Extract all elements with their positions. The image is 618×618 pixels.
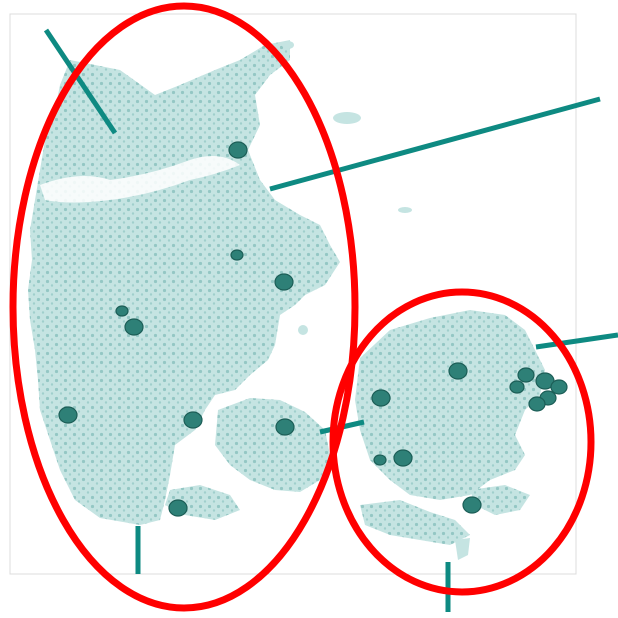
highlight-ellipses [9,2,595,612]
city-marker-5 [183,411,203,429]
city-marker-18 [230,249,244,261]
annotation-line-zealand-right [535,332,618,350]
city-marker-20 [373,454,387,466]
city-marker-11 [462,496,482,514]
city-marker-14 [550,379,568,395]
city-marker-7 [168,499,188,517]
annotation-line-northwest [43,28,118,135]
city-markers [58,141,568,517]
highlight-ellipse-zealand [329,288,595,596]
city-marker-16 [528,396,546,412]
city-marker-4 [58,406,78,424]
city-marker-19 [115,305,129,317]
city-marker-8 [371,389,391,407]
city-marker-2 [274,273,294,291]
jutland-landmass [28,40,340,525]
city-marker-10 [393,449,413,467]
highlight-ellipse-jutland [9,2,359,612]
city-marker-6 [275,418,295,436]
city-marker-9 [448,362,468,380]
city-marker-17 [509,380,525,394]
city-marker-12 [517,367,535,383]
city-marker-1 [228,141,248,159]
small-islands [282,41,412,335]
annotation-line-east [269,96,601,192]
city-marker-3 [124,318,144,336]
